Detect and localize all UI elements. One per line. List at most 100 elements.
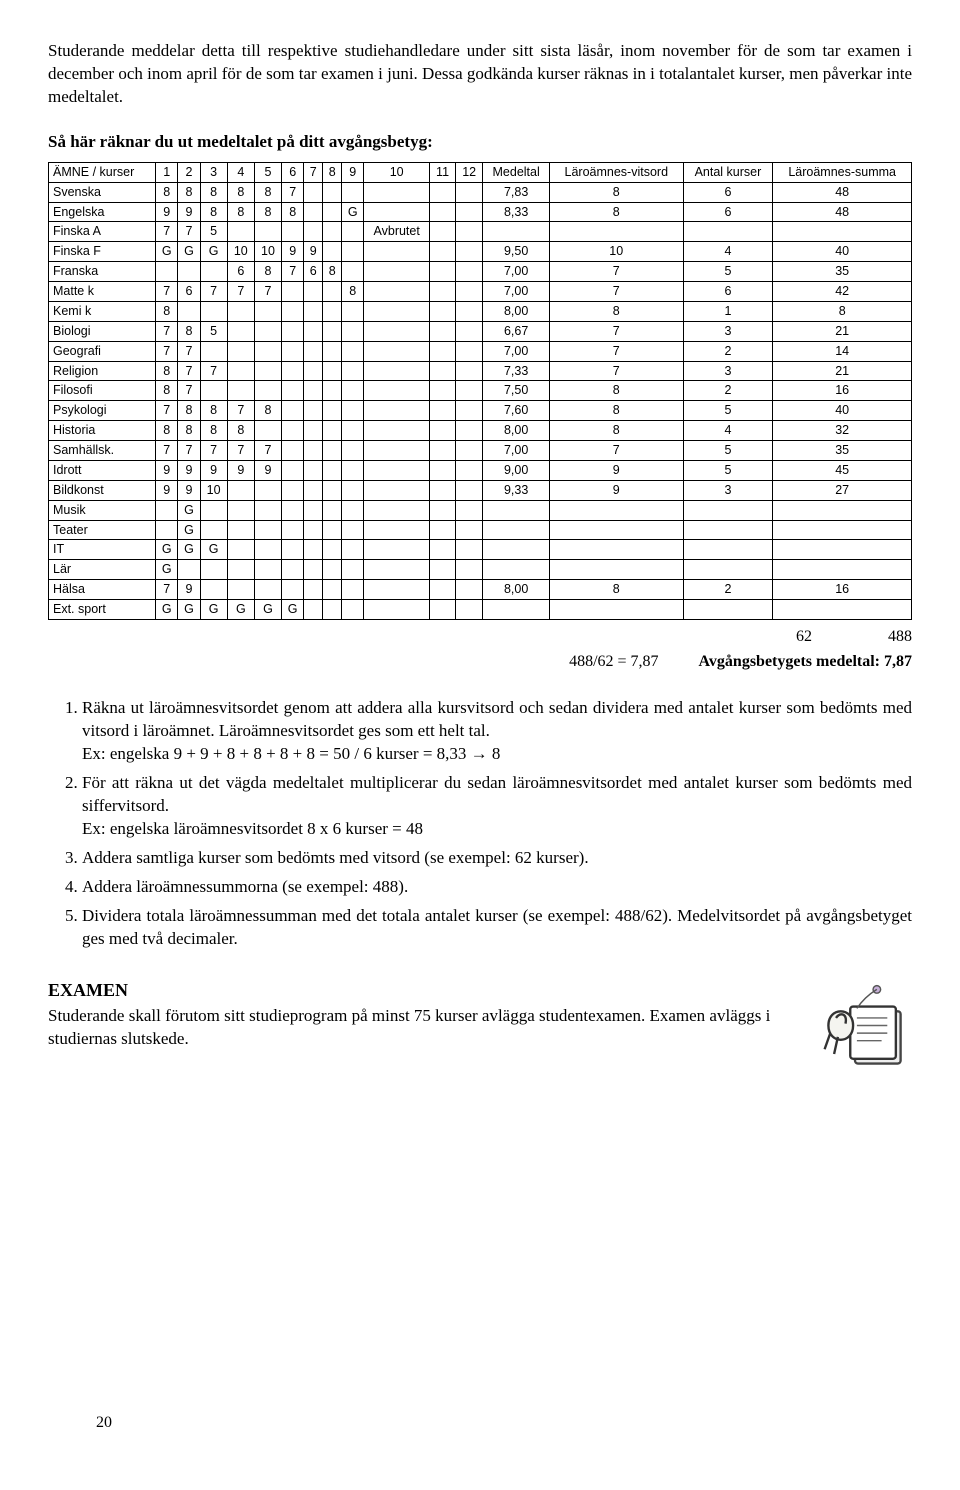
cell-course: G bbox=[200, 242, 227, 262]
cell-subject: Hälsa bbox=[49, 580, 156, 600]
cell-v: 8 bbox=[550, 381, 684, 401]
cell-su bbox=[773, 520, 912, 540]
cell-a: 4 bbox=[683, 242, 773, 262]
cell-m: 7,00 bbox=[483, 262, 550, 282]
cell-course bbox=[282, 361, 304, 381]
cell-course bbox=[430, 202, 456, 222]
cell-course bbox=[430, 520, 456, 540]
cell-course bbox=[430, 182, 456, 202]
cell-course bbox=[323, 421, 342, 441]
cell-course bbox=[304, 460, 323, 480]
cell-course bbox=[364, 500, 430, 520]
instruction-item: Addera samtliga kurser som bedömts med v… bbox=[82, 847, 912, 870]
cell-course: G bbox=[178, 242, 200, 262]
cell-course: 7 bbox=[156, 441, 178, 461]
cell-course bbox=[430, 600, 456, 620]
cell-course: 7 bbox=[254, 441, 281, 461]
cell-course bbox=[282, 401, 304, 421]
cell-subject: Samhällsk. bbox=[49, 441, 156, 461]
cell-subject: Filosofi bbox=[49, 381, 156, 401]
cell-course: 9 bbox=[200, 460, 227, 480]
cell-course bbox=[342, 401, 364, 421]
cell-course bbox=[200, 262, 227, 282]
cell-course bbox=[227, 301, 254, 321]
cell-course bbox=[342, 441, 364, 461]
cell-course bbox=[254, 560, 281, 580]
cell-su: 14 bbox=[773, 341, 912, 361]
cell-course bbox=[364, 262, 430, 282]
cell-course bbox=[456, 421, 483, 441]
cell-a: 6 bbox=[683, 282, 773, 302]
cell-course: 8 bbox=[156, 381, 178, 401]
table-row: TeaterG bbox=[49, 520, 912, 540]
cell-su: 40 bbox=[773, 242, 912, 262]
cell-subject: Matte k bbox=[49, 282, 156, 302]
table-row: Psykologi788787,608540 bbox=[49, 401, 912, 421]
cell-course bbox=[323, 182, 342, 202]
cell-m: 7,60 bbox=[483, 401, 550, 421]
cell-su: 40 bbox=[773, 401, 912, 421]
cell-course: 8 bbox=[200, 401, 227, 421]
instruction-item: För att räkna ut det vägda medeltalet mu… bbox=[82, 772, 912, 841]
col-5: 5 bbox=[254, 162, 281, 182]
cell-su bbox=[773, 222, 912, 242]
cell-course bbox=[323, 341, 342, 361]
cell-course bbox=[323, 301, 342, 321]
cell-a bbox=[683, 560, 773, 580]
cell-su: 35 bbox=[773, 441, 912, 461]
cell-m: 7,00 bbox=[483, 441, 550, 461]
cell-su: 48 bbox=[773, 182, 912, 202]
cell-su bbox=[773, 540, 912, 560]
col-3: 3 bbox=[200, 162, 227, 182]
cell-course bbox=[430, 321, 456, 341]
cell-v bbox=[550, 500, 684, 520]
cell-subject: Psykologi bbox=[49, 401, 156, 421]
cell-course: 7 bbox=[178, 361, 200, 381]
cell-course bbox=[304, 202, 323, 222]
cell-course bbox=[304, 421, 323, 441]
cell-course: 8 bbox=[323, 262, 342, 282]
cell-course: 8 bbox=[254, 401, 281, 421]
cell-v: 7 bbox=[550, 341, 684, 361]
cell-su: 45 bbox=[773, 460, 912, 480]
cell-course: 9 bbox=[254, 460, 281, 480]
table-title: Så här räknar du ut medeltalet på ditt a… bbox=[48, 131, 912, 154]
table-row: Samhällsk.777777,007535 bbox=[49, 441, 912, 461]
cell-course bbox=[456, 321, 483, 341]
cell-course: G bbox=[282, 600, 304, 620]
cell-course: G bbox=[342, 202, 364, 222]
instruction-item: Addera läroämnessummorna (se exempel: 48… bbox=[82, 876, 912, 899]
table-row: Idrott999999,009545 bbox=[49, 460, 912, 480]
cell-subject: Finska A bbox=[49, 222, 156, 242]
col-12: 12 bbox=[456, 162, 483, 182]
cell-m bbox=[483, 540, 550, 560]
cell-course bbox=[342, 182, 364, 202]
cell-course bbox=[430, 460, 456, 480]
cell-su: 16 bbox=[773, 580, 912, 600]
cell-course bbox=[430, 381, 456, 401]
table-header-row: ÄMNE / kurser 1 2 3 4 5 6 7 8 9 10 11 12… bbox=[49, 162, 912, 182]
table-row: Finska FGGG1010999,5010440 bbox=[49, 242, 912, 262]
cell-course: 9 bbox=[156, 460, 178, 480]
cell-course: G bbox=[178, 540, 200, 560]
instruction-text: För att räkna ut det vägda medeltalet mu… bbox=[82, 772, 912, 818]
cell-course bbox=[456, 500, 483, 520]
cell-course bbox=[430, 341, 456, 361]
col-antal: Antal kurser bbox=[683, 162, 773, 182]
cell-course bbox=[323, 202, 342, 222]
cell-course: G bbox=[254, 600, 281, 620]
cell-course bbox=[364, 421, 430, 441]
cell-su bbox=[773, 560, 912, 580]
cell-course bbox=[430, 441, 456, 461]
table-row: Biologi7856,677321 bbox=[49, 321, 912, 341]
cell-course bbox=[254, 520, 281, 540]
cell-course bbox=[342, 500, 364, 520]
grades-table: ÄMNE / kurser 1 2 3 4 5 6 7 8 9 10 11 12… bbox=[48, 162, 912, 620]
cell-course bbox=[342, 560, 364, 580]
cell-course bbox=[323, 600, 342, 620]
cell-course bbox=[430, 222, 456, 242]
cell-course bbox=[323, 480, 342, 500]
cell-course bbox=[304, 580, 323, 600]
cell-course: 8 bbox=[200, 421, 227, 441]
cell-course bbox=[227, 381, 254, 401]
